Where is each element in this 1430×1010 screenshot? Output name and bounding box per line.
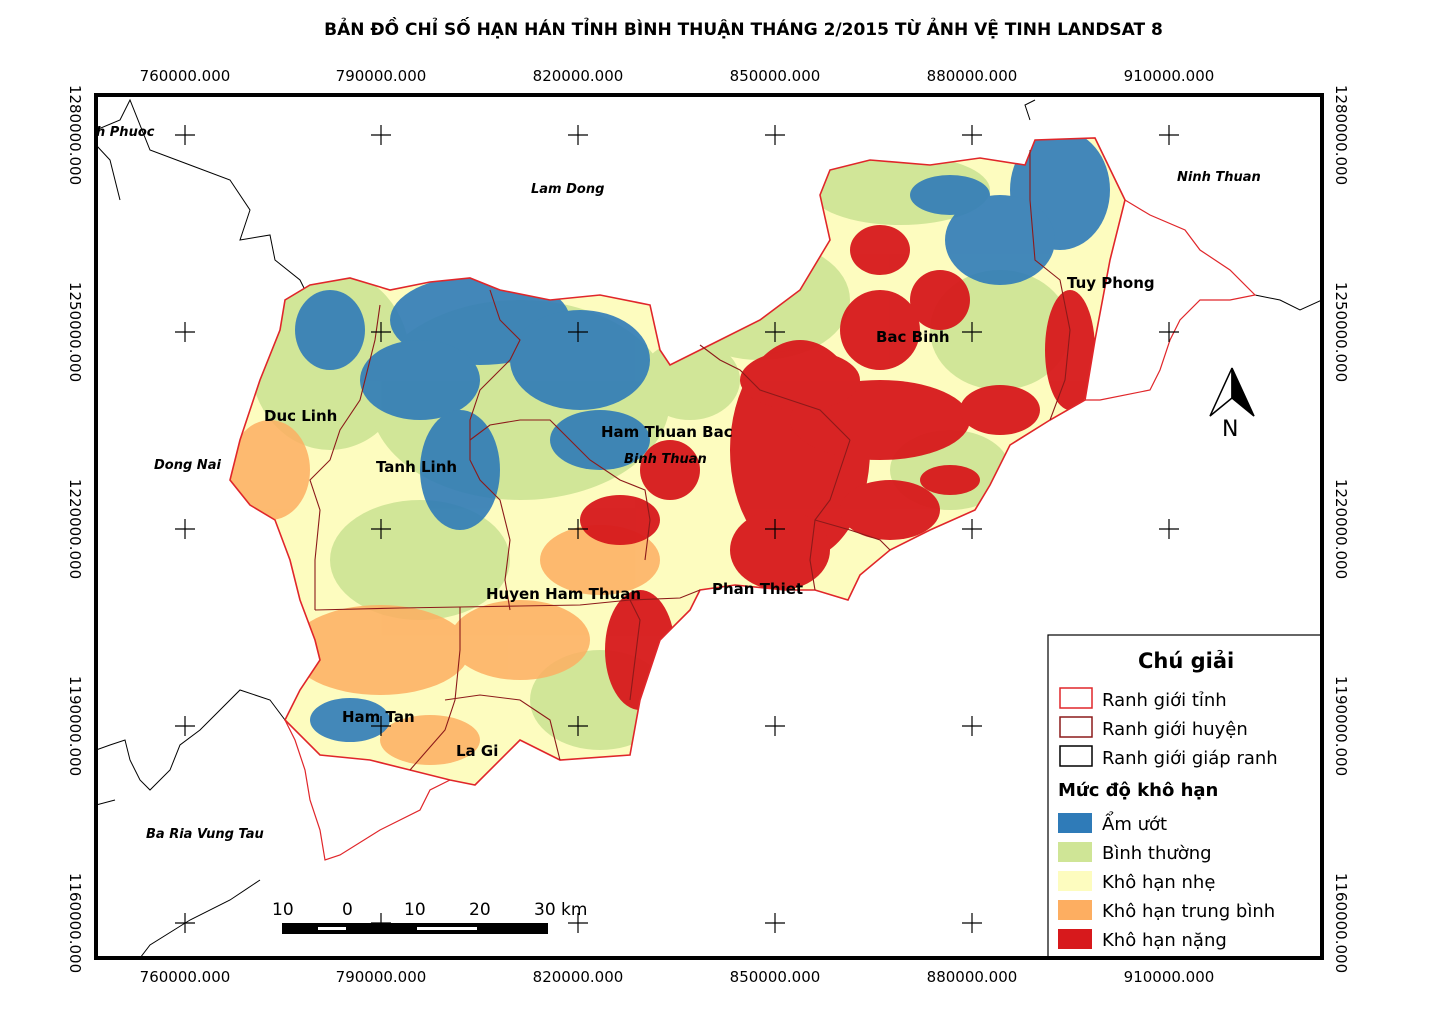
legend-label-mild: Khô hạn nhẹ bbox=[1102, 872, 1215, 893]
coord-top-1: 760000.000 bbox=[140, 67, 231, 85]
label-lam-dong: Lam Dong bbox=[531, 182, 604, 197]
coord-bottom-6: 910000.000 bbox=[1124, 968, 1215, 986]
legend-label-moderate: Khô hạn trung bình bbox=[1102, 901, 1275, 922]
coord-left-5: 1160000.000 bbox=[66, 873, 84, 973]
coord-right-2: 1250000.000 bbox=[1332, 282, 1350, 382]
north-arrow-icon bbox=[1209, 367, 1255, 417]
legend-swatch-adjacent bbox=[1059, 745, 1093, 767]
coord-left-1: 1280000.000 bbox=[66, 85, 84, 185]
label-phan-thiet: Phan Thiet bbox=[712, 580, 803, 598]
scale-label-1: 10 bbox=[272, 900, 294, 920]
legend-classes-title: Mức độ khô hạn bbox=[1058, 780, 1218, 801]
legend bbox=[1047, 634, 1322, 958]
label-binh-phuoc: h Phuoc bbox=[96, 125, 155, 140]
coord-bottom-1: 760000.000 bbox=[140, 968, 231, 986]
legend-swatch-mild bbox=[1058, 871, 1092, 891]
label-ham-tan: Ham Tan bbox=[342, 708, 415, 726]
coord-top-4: 850000.000 bbox=[730, 67, 821, 85]
label-ninh-thuan: Ninh Thuan bbox=[1177, 170, 1261, 185]
north-label: N bbox=[1222, 417, 1238, 442]
coord-bottom-4: 850000.000 bbox=[730, 968, 821, 986]
label-dong-nai: Dong Nai bbox=[154, 458, 221, 473]
legend-label-district: Ranh giới huyện bbox=[1102, 719, 1248, 740]
coord-top-6: 910000.000 bbox=[1124, 67, 1215, 85]
province-boundary bbox=[229, 137, 1126, 786]
neighbour-province-lines bbox=[284, 199, 1257, 861]
map-title: BẢN ĐỒ CHỈ SỐ HẠN HÁN TỈNH BÌNH THUẬN TH… bbox=[324, 20, 1163, 40]
legend-label-adjacent: Ranh giới giáp ranh bbox=[1102, 748, 1278, 769]
coord-bottom-3: 820000.000 bbox=[533, 968, 624, 986]
coord-top-5: 880000.000 bbox=[927, 67, 1018, 85]
label-la-gi: La Gi bbox=[456, 742, 498, 760]
coord-top-2: 790000.000 bbox=[336, 67, 427, 85]
label-huyen-ham-thuan: Huyen Ham Thuan bbox=[486, 585, 641, 603]
label-tanh-linh: Tanh Linh bbox=[376, 458, 457, 476]
coord-right-4: 1190000.000 bbox=[1332, 676, 1350, 776]
legend-label-wet: Ẩm ướt bbox=[1102, 811, 1167, 835]
scale-label-5: 30 km bbox=[534, 900, 587, 920]
label-ham-thuan-bac: Ham Thuan Bac bbox=[601, 423, 733, 441]
legend-swatch-province bbox=[1059, 687, 1093, 709]
legend-title: Chú giải bbox=[1138, 649, 1234, 673]
scale-bar bbox=[282, 923, 548, 934]
label-bac-binh: Bac Binh bbox=[876, 328, 950, 346]
legend-label-severe: Khô hạn nặng bbox=[1102, 930, 1227, 951]
scale-label-4: 20 bbox=[469, 900, 491, 920]
legend-label-normal: Bình thường bbox=[1102, 843, 1212, 864]
coord-right-5: 1160000.000 bbox=[1332, 873, 1350, 973]
scale-label-2: 0 bbox=[342, 900, 353, 920]
coord-right-3: 1220000.000 bbox=[1332, 479, 1350, 579]
label-ba-ria-vung-tau: Ba Ria Vung Tau bbox=[146, 827, 264, 842]
legend-swatch-moderate bbox=[1058, 900, 1092, 920]
legend-swatch-severe bbox=[1058, 929, 1092, 949]
coord-right-1: 1280000.000 bbox=[1332, 85, 1350, 185]
legend-swatch-district bbox=[1059, 716, 1093, 738]
coord-left-4: 1190000.000 bbox=[66, 676, 84, 776]
coord-bottom-5: 880000.000 bbox=[927, 968, 1018, 986]
legend-swatch-wet bbox=[1058, 813, 1092, 833]
coord-left-2: 1250000.000 bbox=[66, 282, 84, 382]
label-binh-thuan: Binh Thuan bbox=[624, 452, 707, 467]
map-frame-border bbox=[94, 93, 1324, 960]
legend-label-province: Ranh giới tỉnh bbox=[1102, 690, 1227, 711]
district-boundaries bbox=[309, 150, 1071, 771]
coord-bottom-2: 790000.000 bbox=[336, 968, 427, 986]
label-tuy-phong: Tuy Phong bbox=[1067, 274, 1155, 292]
label-duc-linh: Duc Linh bbox=[264, 407, 337, 425]
scale-label-3: 10 bbox=[404, 900, 426, 920]
coord-top-3: 820000.000 bbox=[533, 67, 624, 85]
coord-left-3: 1220000.000 bbox=[66, 479, 84, 579]
legend-swatch-normal bbox=[1058, 842, 1092, 862]
